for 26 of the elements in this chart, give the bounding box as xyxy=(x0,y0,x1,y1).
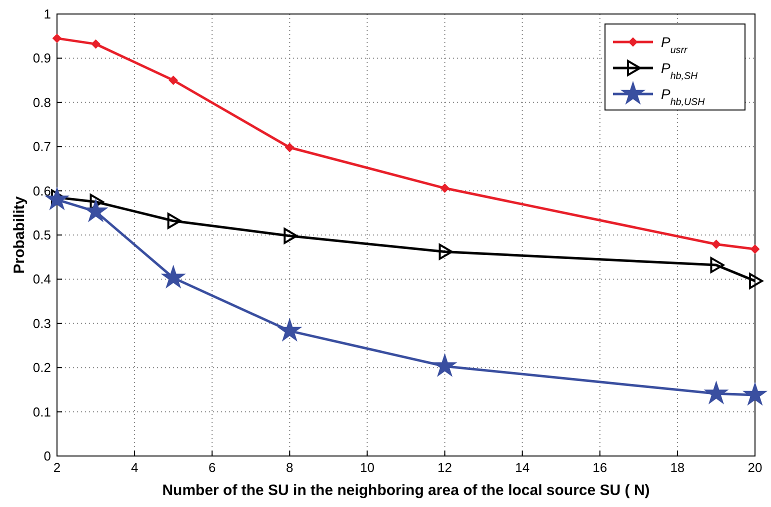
x-tick-label: 14 xyxy=(515,460,530,475)
y-tick-label: 0.6 xyxy=(32,183,51,198)
x-tick-label: 18 xyxy=(670,460,685,475)
y-tick-label: 0.9 xyxy=(32,50,51,66)
x-tick-label: 12 xyxy=(438,460,452,475)
y-tick-label: 0.1 xyxy=(32,404,51,420)
y-tick-label: 0.2 xyxy=(32,360,51,376)
y-axis-title: Probability xyxy=(11,196,28,274)
y-tick-label: 0.3 xyxy=(32,316,51,331)
y-tick-label: 0.8 xyxy=(32,94,51,110)
x-tick-label: 8 xyxy=(286,460,294,475)
legend-label: P$_{usrr}$ xyxy=(661,34,688,56)
y-tick-label: 0.7 xyxy=(32,139,51,154)
legend-label: P$_{hb,USH}$ xyxy=(661,86,706,108)
x-tick-label: 20 xyxy=(748,460,762,475)
y-tick-label: 1 xyxy=(44,6,51,22)
x-tick-label: 16 xyxy=(592,460,608,475)
x-axis-title: Number of the SU in the neighboring area of the local source SU ( N) xyxy=(162,482,650,499)
y-tick-label: 0.4 xyxy=(32,272,51,287)
legend-label: P$_{hb,SH}$ xyxy=(661,60,698,82)
y-tick-label: 0.5 xyxy=(32,228,51,242)
x-tick-label: 4 xyxy=(130,460,138,475)
x-tick-label: 2 xyxy=(53,460,61,475)
x-tick-label: 6 xyxy=(208,460,216,475)
x-tick-label: 10 xyxy=(360,460,374,475)
y-tick-label: 0 xyxy=(44,448,51,464)
